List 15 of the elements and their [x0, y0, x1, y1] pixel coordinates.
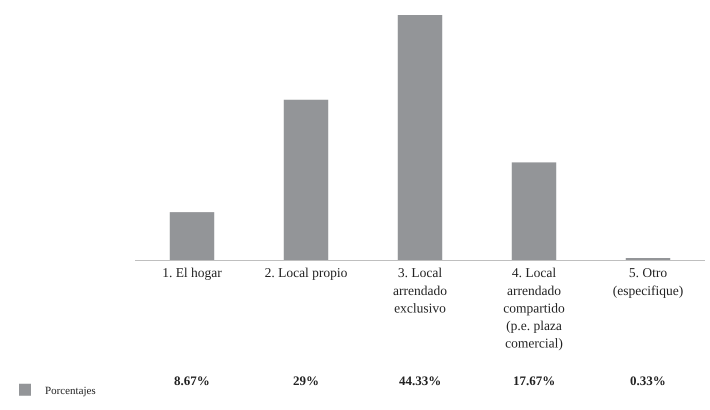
bar — [512, 162, 556, 260]
x-tick-label: 4. Local arrendado compartido (p.e. plaza comercial) — [503, 265, 565, 350]
bar — [398, 15, 442, 260]
x-tick-label: 2. Local propio — [264, 265, 348, 280]
bar — [284, 100, 328, 260]
x-tick-label: 1. El hogar — [162, 265, 222, 280]
data-label: 44.33% — [399, 373, 442, 388]
x-tick-label: 5. Otro (especifique) — [612, 265, 684, 298]
x-tick-label: 3. Local arrendado exclusivo — [393, 265, 448, 316]
data-label: 8.67% — [174, 373, 210, 388]
data-label: 17.67% — [513, 373, 556, 388]
data-label: 0.33% — [630, 373, 666, 388]
data-label: 29% — [293, 373, 319, 388]
legend-label: Porcentajes — [45, 385, 96, 398]
bar — [170, 212, 214, 260]
